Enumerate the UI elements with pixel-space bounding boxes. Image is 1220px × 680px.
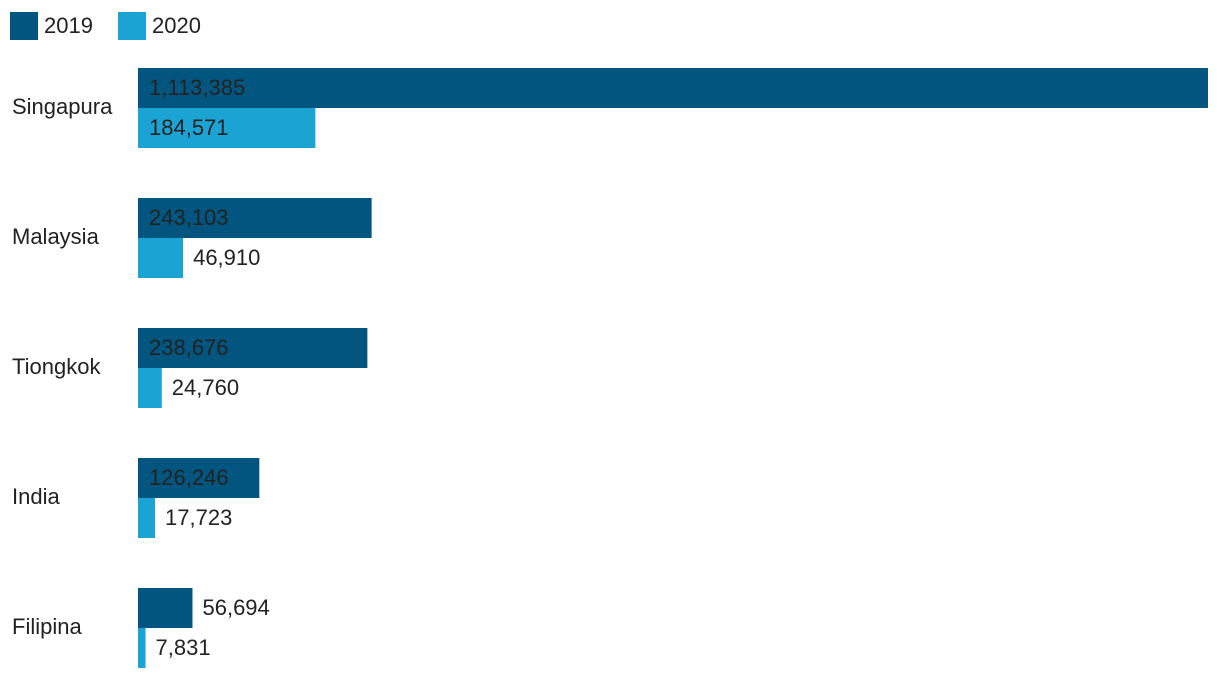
bar: [138, 588, 193, 628]
legend-label: 2019: [44, 13, 93, 38]
bar: [138, 68, 1208, 108]
legend-swatch: [118, 12, 146, 40]
category-label: Filipina: [12, 614, 82, 639]
value-label: 7,831: [156, 635, 211, 660]
value-label: 46,910: [193, 245, 260, 270]
value-label: 126,246: [149, 465, 229, 490]
legend-swatch: [10, 12, 38, 40]
value-label: 17,723: [165, 505, 232, 530]
bar: [138, 238, 184, 278]
bar: [138, 108, 316, 148]
value-label: 184,571: [149, 115, 229, 140]
value-label: 238,676: [149, 335, 229, 360]
bar: [138, 198, 372, 238]
bar: [138, 328, 368, 368]
bar: [138, 458, 260, 498]
legend-label: 2020: [152, 13, 201, 38]
value-label: 243,103: [149, 205, 229, 230]
bar: [138, 628, 146, 668]
category-label: Tiongkok: [12, 354, 101, 379]
bar: [138, 368, 162, 408]
bar: [138, 498, 156, 538]
category-label: India: [12, 484, 60, 509]
category-label: Singapura: [12, 94, 113, 119]
value-label: 56,694: [202, 595, 269, 620]
value-label: 1,113,385: [149, 75, 245, 100]
category-label: Malaysia: [12, 224, 100, 249]
value-label: 24,760: [172, 375, 239, 400]
